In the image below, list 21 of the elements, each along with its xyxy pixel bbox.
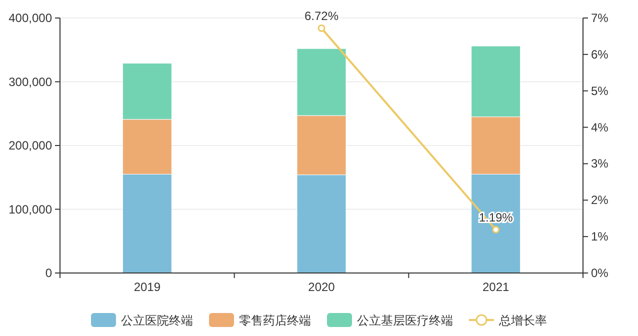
y2-tick-label: 1%: [591, 230, 609, 244]
legend-label: 公立基层医疗终端: [357, 314, 453, 328]
y2-tick-label: 3%: [591, 156, 609, 171]
y-tick-label: 0: [45, 266, 52, 280]
legend-label: 总增长率: [498, 314, 547, 328]
y-tick-label: 300,000: [8, 74, 52, 89]
legend-label: 零售药店终端: [239, 314, 311, 328]
x-tick-label: 2021: [482, 280, 510, 294]
y2-tick-label: 5%: [591, 84, 609, 98]
y-tick-label: 400,000: [8, 11, 52, 25]
x-tick-label: 2020: [308, 280, 336, 294]
y2-tick-label: 0%: [591, 266, 609, 280]
y2-tick-label: 4%: [591, 120, 609, 134]
legend-label: 公立医院终端: [121, 314, 193, 328]
y2-tick-label: 2%: [591, 193, 609, 208]
data-label: 6.72%: [304, 9, 339, 24]
y2-tick-label: 7%: [591, 11, 609, 25]
y-tick-label: 100,000: [8, 202, 52, 216]
x-tick-label: 2019: [134, 280, 161, 294]
y2-tick-label: 6%: [591, 47, 609, 62]
y-tick-label: 200,000: [8, 138, 52, 152]
